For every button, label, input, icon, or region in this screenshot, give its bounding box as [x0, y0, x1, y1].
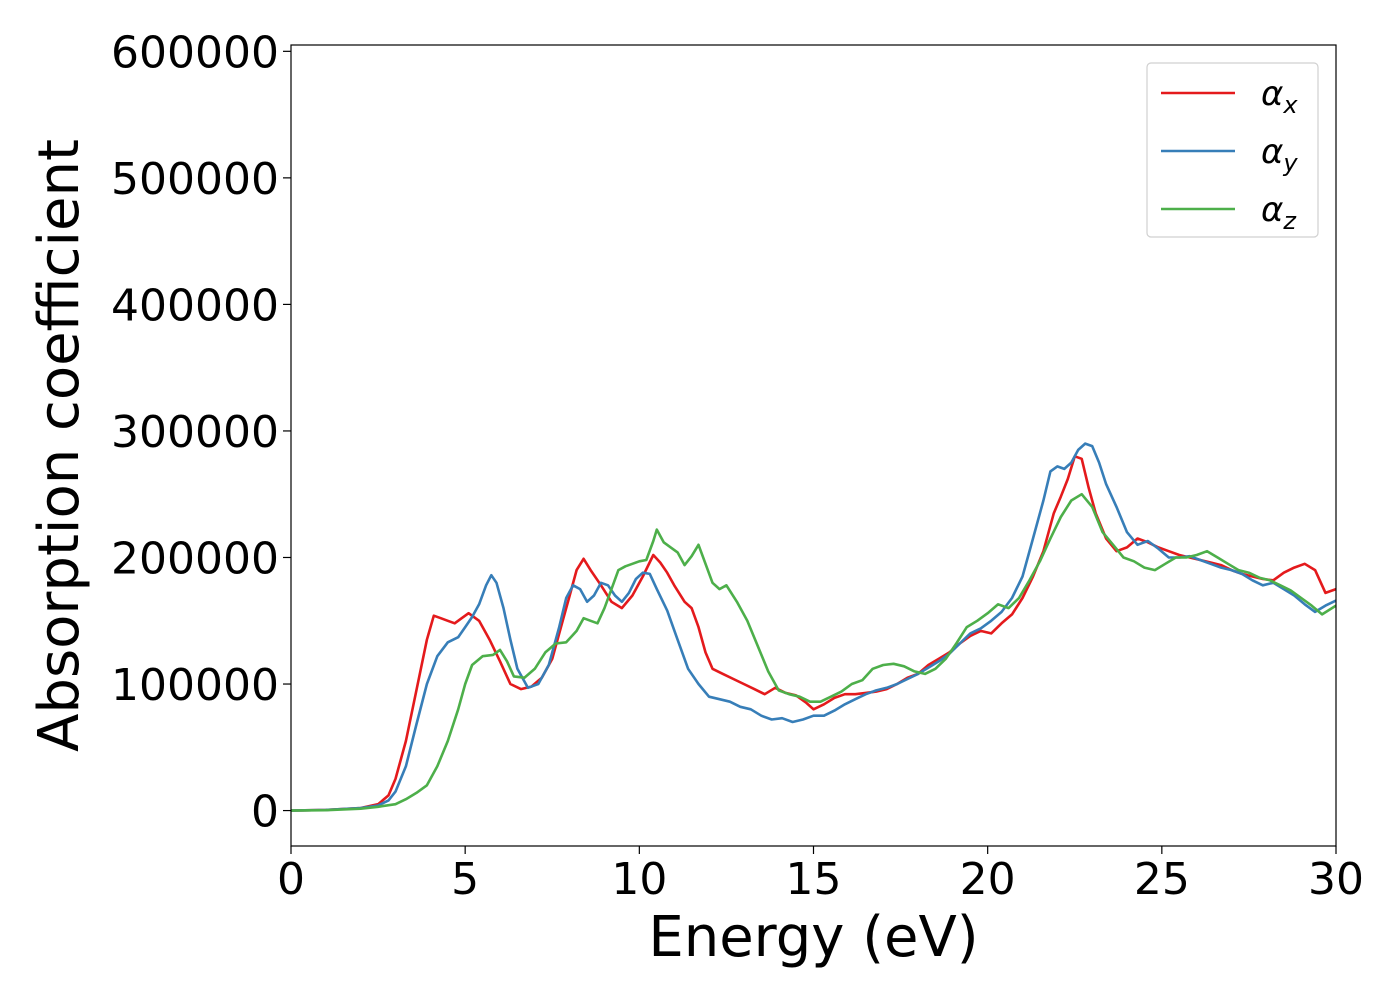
- y-tick-label: 200000: [111, 533, 279, 584]
- y-tick-label: 100000: [111, 660, 279, 711]
- y-tick-label: 0: [251, 787, 279, 838]
- legend-label-alpha-x: αx: [1261, 74, 1298, 119]
- x-tick-label: 15: [786, 854, 842, 905]
- y-tick-label: 500000: [111, 154, 279, 205]
- x-axis-ticks: 0 5 10 15 20 25 30: [277, 846, 1364, 905]
- series-line-alpha-x: [291, 454, 1336, 812]
- y-axis-ticks: 0 100000 200000 300000 400000 500000 600000: [111, 27, 291, 838]
- series-line-alpha-z: [291, 492, 1336, 812]
- y-axis-label: Absorption coefficient: [27, 139, 92, 752]
- legend-label-alpha-z: αz: [1261, 190, 1297, 235]
- x-tick-label: 0: [277, 854, 305, 905]
- x-tick-label: 30: [1308, 854, 1364, 905]
- x-axis-label: Energy (eV): [648, 905, 978, 970]
- x-tick-label: 25: [1134, 854, 1190, 905]
- x-tick-label: 5: [451, 854, 479, 905]
- x-tick-label: 10: [611, 854, 667, 905]
- x-tick-label: 20: [960, 854, 1016, 905]
- legend-label-alpha-y: αy: [1261, 132, 1298, 177]
- y-tick-label: 400000: [111, 280, 279, 331]
- series-layer: [291, 442, 1336, 812]
- series-line-alpha-y: [291, 442, 1336, 812]
- legend: αx αy αz: [1146, 62, 1319, 238]
- y-tick-label: 600000: [111, 27, 279, 78]
- y-tick-label: 300000: [111, 407, 279, 458]
